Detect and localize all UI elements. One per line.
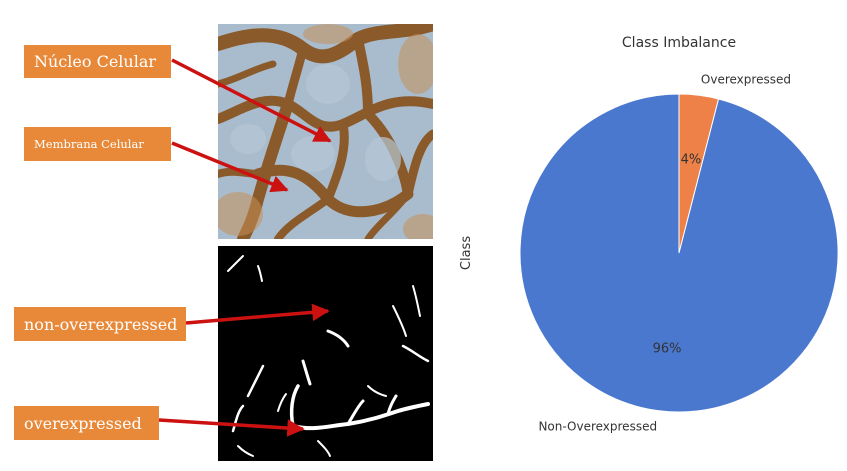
arrow-non-overexpressed bbox=[185, 303, 330, 325]
label-non-overexpressed: non-overexpressed bbox=[14, 307, 186, 341]
pie-category-label: Non-Overexpressed bbox=[538, 420, 657, 434]
arrow-overexpressed bbox=[158, 418, 305, 437]
pie-pct-label: 4% bbox=[681, 152, 702, 167]
pie-pct-label: 96% bbox=[653, 342, 682, 357]
pie-category-label: Overexpressed bbox=[701, 72, 791, 86]
pie-slice-non-overexpressed bbox=[519, 93, 839, 413]
chart-title: Class Imbalance bbox=[622, 35, 736, 51]
label-membrane: Membrana Celular bbox=[24, 127, 171, 161]
pie-chart: Class Imbalance Class 4% Overexpressed 96%… bbox=[459, 35, 839, 434]
label-overexpressed: overexpressed bbox=[14, 406, 159, 440]
arrow-nucleus bbox=[171, 58, 332, 143]
arrow-membrane bbox=[171, 141, 289, 193]
chart-ylabel: Class bbox=[459, 236, 474, 270]
label-nucleus: Núcleo Celular bbox=[24, 45, 171, 78]
